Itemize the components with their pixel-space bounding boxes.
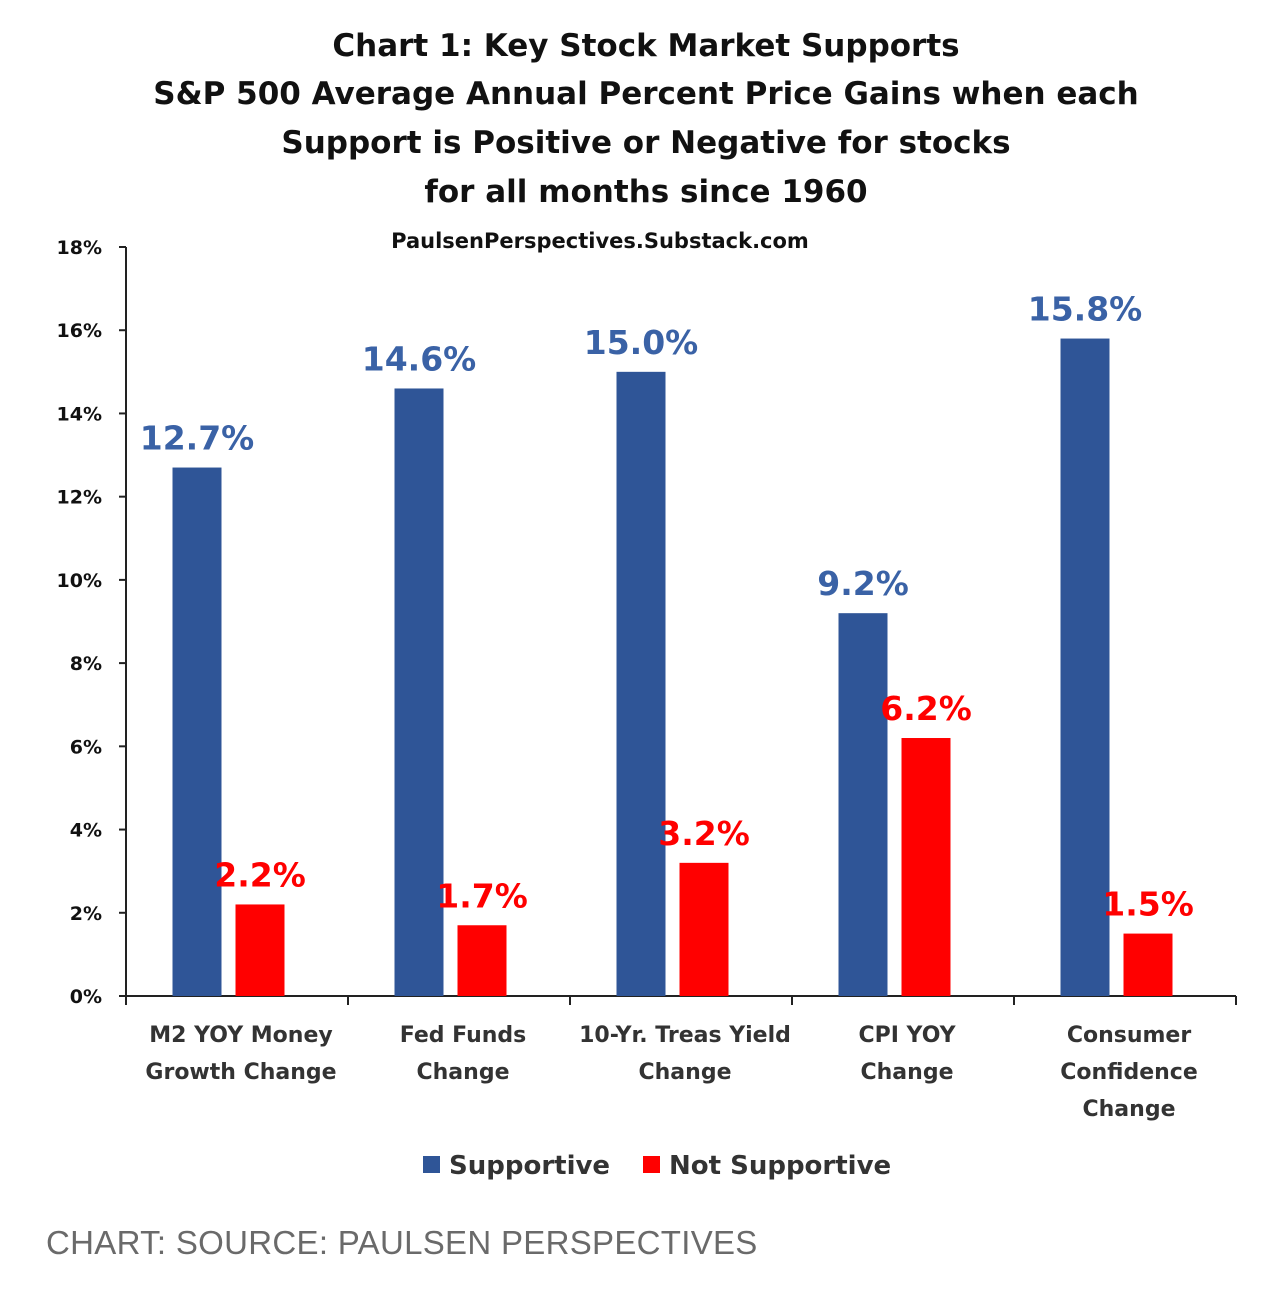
- data-label: 15.8%: [1028, 290, 1143, 329]
- chart-title-line: S&P 500 Average Annual Percent Price Gai…: [153, 76, 1138, 112]
- bar-not-supportive: [901, 738, 951, 996]
- category-label-line: Fed Funds: [400, 1023, 527, 1048]
- y-tick-label: 0%: [70, 986, 102, 1008]
- category-label-line: Growth Change: [145, 1060, 336, 1085]
- category-label-line: Change: [861, 1060, 954, 1085]
- legend-label: Supportive: [449, 1151, 610, 1181]
- category-label-line: 10-Yr. Treas Yield: [579, 1023, 791, 1048]
- data-label: 3.2%: [658, 814, 750, 853]
- data-label: 14.6%: [362, 339, 477, 378]
- y-tick-label: 4%: [70, 820, 102, 842]
- category-label-line: Change: [1083, 1097, 1176, 1122]
- bar-supportive: [172, 467, 222, 996]
- y-tick-label: 10%: [57, 570, 102, 592]
- bar-not-supportive: [1123, 933, 1173, 996]
- category-label: 10-Yr. Treas Yield Change: [579, 1023, 791, 1085]
- chart-bars: [172, 338, 1173, 996]
- category-label: Consumer Confidence Change: [1060, 1023, 1198, 1122]
- chart-legend: Supportive Not Supportive: [423, 1151, 891, 1181]
- category-label-line: Confidence: [1060, 1060, 1198, 1085]
- chart-axes: 0% 2% 4% 6% 8% 10% 12% 14% 16% 18%: [57, 237, 1237, 1008]
- bar-not-supportive: [235, 904, 285, 996]
- bar-not-supportive: [457, 925, 507, 996]
- chart-title: Chart 1: Key Stock Market Supports S&P 50…: [153, 28, 1138, 210]
- chart-title-line: Support is Positive or Negative for stoc…: [281, 125, 1010, 161]
- category-label-line: M2 YOY Money: [149, 1023, 332, 1048]
- bar-supportive: [1060, 338, 1110, 996]
- category-label: Fed Funds Change: [400, 1023, 527, 1085]
- chart-title-line: for all months since 1960: [424, 174, 867, 210]
- data-label: 1.5%: [1102, 885, 1194, 924]
- chart-subtitle: PaulsenPerspectives.Substack.com: [391, 229, 809, 253]
- chart-title-line: Chart 1: Key Stock Market Supports: [332, 28, 959, 64]
- category-label-line: Change: [639, 1060, 732, 1085]
- legend-label: Not Supportive: [669, 1151, 891, 1181]
- data-label: 1.7%: [436, 876, 528, 915]
- category-labels: M2 YOY Money Growth Change Fed Funds Change…: [145, 1023, 1197, 1122]
- category-label: M2 YOY Money Growth Change: [145, 1023, 336, 1085]
- y-tick-label: 18%: [57, 237, 102, 259]
- y-tick-label: 6%: [70, 736, 102, 758]
- category-label-line: CPI YOY: [858, 1023, 956, 1048]
- data-label: 15.0%: [584, 323, 699, 362]
- data-labels: 12.7% 14.6% 15.0% 9.2% 15.8% 2.2% 1.7% 3.2% 6.2%…: [140, 290, 1194, 924]
- y-tick-label: 16%: [57, 320, 102, 342]
- bar-chart: Chart 1: Key Stock Market Supports S&P 50…: [57, 28, 1237, 1181]
- chart-figure: Chart 1: Key Stock Market Supports S&P 50…: [57, 28, 1237, 1181]
- category-label-line: Change: [417, 1060, 510, 1085]
- data-label: 2.2%: [214, 855, 306, 894]
- legend-swatch: [643, 1156, 660, 1173]
- bar-supportive: [838, 613, 888, 996]
- category-label: CPI YOY Change: [858, 1023, 956, 1085]
- legend-swatch: [423, 1156, 440, 1173]
- bar-not-supportive: [679, 862, 729, 996]
- bar-supportive: [394, 388, 444, 996]
- data-label: 12.7%: [140, 419, 255, 458]
- y-tick-label: 12%: [57, 487, 102, 509]
- y-tick-label: 14%: [57, 403, 102, 425]
- source-caption: CHART: SOURCE: PAULSEN PERSPECTIVES: [46, 1224, 758, 1261]
- bar-supportive: [616, 371, 666, 996]
- data-label: 6.2%: [880, 689, 972, 728]
- data-label: 9.2%: [817, 564, 909, 603]
- y-tick-label: 8%: [70, 653, 102, 675]
- y-tick-label: 2%: [70, 903, 102, 925]
- category-label-line: Consumer: [1067, 1023, 1192, 1048]
